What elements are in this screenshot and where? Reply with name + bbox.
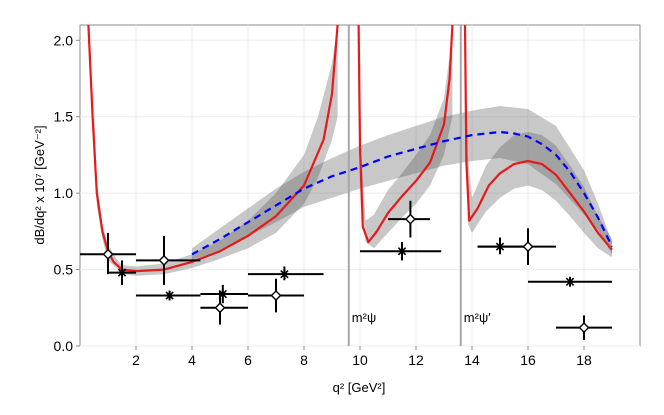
data-point-diamond [136, 235, 201, 285]
data-point-diamond [556, 315, 612, 340]
dashed-curve [191, 130, 613, 256]
data-point-star [528, 276, 612, 287]
y-tick-label: 1.0 [54, 185, 74, 201]
tick-labels: 2 4 6 8 10 12 14 16 18 0.0 0.5 1.0 1.5 2.0 [54, 32, 592, 368]
x-tick-label: 10 [352, 352, 368, 368]
x-tick-label: 6 [244, 352, 252, 368]
x-tick-label: 18 [576, 352, 592, 368]
x-tick-label: 8 [300, 352, 308, 368]
x-tick-label: 16 [520, 352, 536, 368]
x-tick-label: 12 [408, 352, 424, 368]
x-tick-label: 2 [132, 352, 140, 368]
data-point-star [360, 242, 442, 261]
x-tick-label: 14 [464, 352, 480, 368]
y-tick-label: 1.5 [54, 109, 74, 125]
resonance-label: m²ψ [352, 310, 376, 325]
y-axis-label: dB/dq² x 10⁷ [GeV⁻²] [32, 125, 47, 244]
data-point-diamond [388, 200, 430, 238]
resonance-label: m²ψ′ [464, 310, 491, 325]
x-axis-label: q² [GeV²] [333, 380, 386, 395]
data-point-diamond [200, 290, 248, 325]
resonance-lines: m²ψ m²ψ′ [347, 25, 491, 346]
uncertainty-band [91, 25, 338, 276]
data-points [80, 200, 612, 340]
data-point-diamond [477, 228, 556, 265]
y-tick-label: 0.5 [54, 262, 74, 278]
data-point-star [248, 266, 324, 281]
uncertainty-band [358, 25, 453, 249]
data-point-star [136, 290, 201, 301]
data-point-diamond [248, 278, 304, 313]
data-point-diamond [80, 232, 136, 275]
uncertainty-band [192, 106, 612, 261]
y-tick-label: 2.0 [54, 32, 74, 48]
data-point-star [200, 284, 248, 304]
solid-curve [463, 24, 613, 251]
data-point-star [108, 260, 136, 285]
x-tick-label: 4 [188, 352, 196, 368]
solid-curve [357, 24, 454, 244]
y-tick-label: 0.0 [54, 338, 74, 354]
